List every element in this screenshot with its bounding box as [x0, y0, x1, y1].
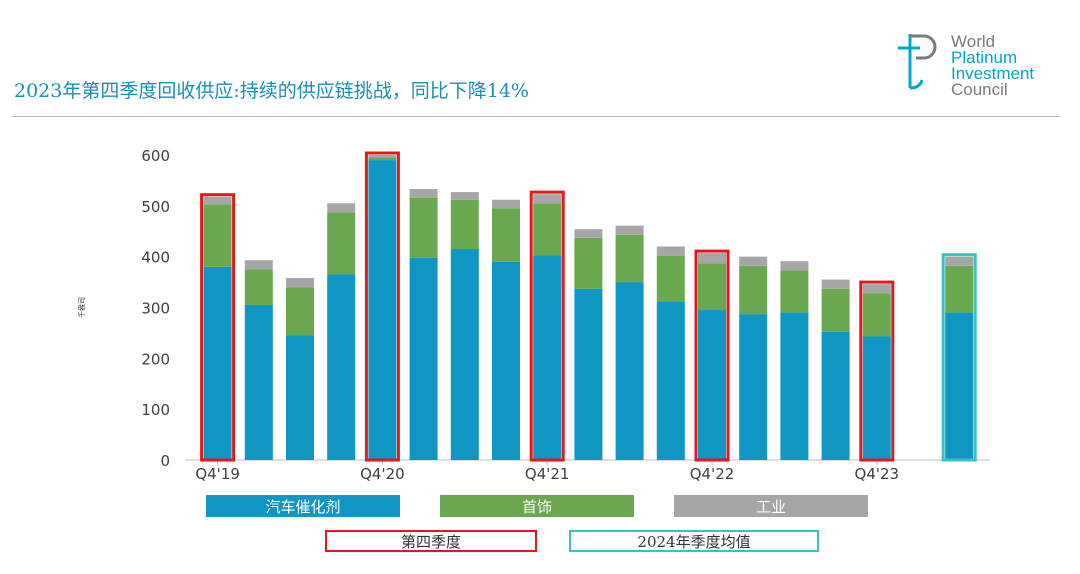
chart-title: 2023年第四季度回收供应:持续的供应链挑战，同比下降14%	[14, 80, 529, 102]
bar-segment	[615, 234, 644, 283]
bar-segment	[368, 155, 397, 158]
legend-industrial: 工业	[674, 495, 868, 517]
bar-segment	[821, 331, 850, 460]
bar-segment	[739, 314, 768, 460]
bar-segment	[574, 288, 603, 460]
bar-segment	[492, 261, 520, 460]
title-divider	[12, 116, 1060, 117]
bar-segment	[244, 269, 273, 305]
logo-line-3: Investment	[951, 64, 1035, 83]
wpic-logo: World Platinum Investment Council	[896, 30, 1071, 105]
bar-segment	[533, 203, 562, 256]
bar-segment	[945, 256, 974, 266]
bar-segment	[450, 249, 479, 460]
bar-segment	[327, 203, 356, 213]
bar-segment	[574, 229, 603, 238]
bar-segment	[698, 263, 726, 311]
y-tick-label: 400	[141, 249, 170, 267]
x-tick-label: Q4'19	[195, 465, 240, 483]
bar-segment	[244, 260, 273, 270]
legend-jewellery: 首饰	[440, 495, 634, 517]
y-tick-label: 500	[141, 198, 170, 216]
bar-segment	[244, 304, 273, 460]
bar-segment	[656, 301, 685, 460]
y-tick-label: 600	[141, 147, 170, 165]
bar-segment	[821, 288, 850, 332]
bar-segment	[615, 282, 644, 460]
bar-segment	[821, 279, 850, 289]
bar-segment	[862, 293, 891, 337]
y-tick-label: 100	[141, 401, 170, 419]
x-tick-label: Q4'21	[525, 465, 570, 483]
bar-segment	[615, 225, 644, 235]
logo-line-2: Platinum	[951, 48, 1018, 67]
bar-segment	[203, 196, 232, 205]
wpic-logo-icon	[898, 34, 937, 90]
bar-segment	[409, 189, 438, 198]
highlight-outline	[200, 193, 236, 462]
y-axis-label: 千盎司	[77, 297, 86, 318]
bar-segment	[656, 255, 685, 302]
bar-segment	[780, 261, 809, 271]
bar-segment	[945, 265, 974, 313]
bar-segment	[739, 256, 768, 266]
bar-segment	[698, 310, 726, 460]
bar-segment	[862, 284, 891, 294]
highlight-outline	[529, 190, 565, 462]
bar-segment	[574, 237, 603, 289]
bar-segment	[203, 266, 232, 460]
bar-segment	[492, 208, 520, 262]
highlight-outline	[859, 280, 895, 462]
bar-segment	[450, 192, 479, 200]
highlight-outline	[941, 253, 977, 462]
bar-segment	[409, 257, 438, 460]
bar-segment	[450, 199, 479, 250]
bar-segment	[368, 160, 397, 461]
bar-segment	[533, 255, 562, 460]
bar-segment	[862, 336, 891, 460]
bar-segment	[286, 335, 314, 460]
highlight-outline	[364, 151, 400, 462]
bar-segment	[739, 265, 768, 315]
bar-segment	[286, 287, 314, 336]
bar-segment	[780, 270, 809, 313]
x-tick-label: Q4'22	[690, 465, 735, 483]
bar-segment	[780, 312, 809, 460]
y-tick-label: 300	[141, 300, 170, 318]
y-tick-label: 200	[141, 350, 170, 368]
bar-segment	[945, 312, 974, 460]
bar-segment	[492, 199, 520, 209]
bar-segment	[327, 274, 356, 460]
stacked-bar-chart: 0 100 200 300 400 500 600 千盎司 Q4'19 Q4'20 Q4'21 Q4'…	[77, 147, 990, 483]
bar-segment	[286, 278, 314, 288]
highlight-outline	[694, 249, 730, 462]
bar-segment	[409, 197, 438, 258]
bar-segment	[533, 194, 562, 204]
legend-q4-highlight: 第四季度	[325, 530, 537, 552]
bar-segment	[656, 246, 685, 256]
legend-2024-average: 2024年季度均值	[569, 530, 819, 552]
wpic-logo-text: World Platinum Investment Council	[951, 32, 1035, 99]
bar-segment	[368, 157, 397, 161]
bar-segment	[203, 204, 232, 267]
bar-segment	[327, 212, 356, 275]
x-tick-label: Q4'20	[360, 465, 405, 483]
bar-segment	[698, 253, 726, 264]
y-tick-label: 0	[160, 452, 170, 470]
logo-line-4: Council	[951, 80, 1008, 99]
legend-auto: 汽车催化剂	[206, 495, 400, 517]
logo-line-1: World	[951, 32, 996, 51]
x-tick-label: Q4'23	[855, 465, 900, 483]
